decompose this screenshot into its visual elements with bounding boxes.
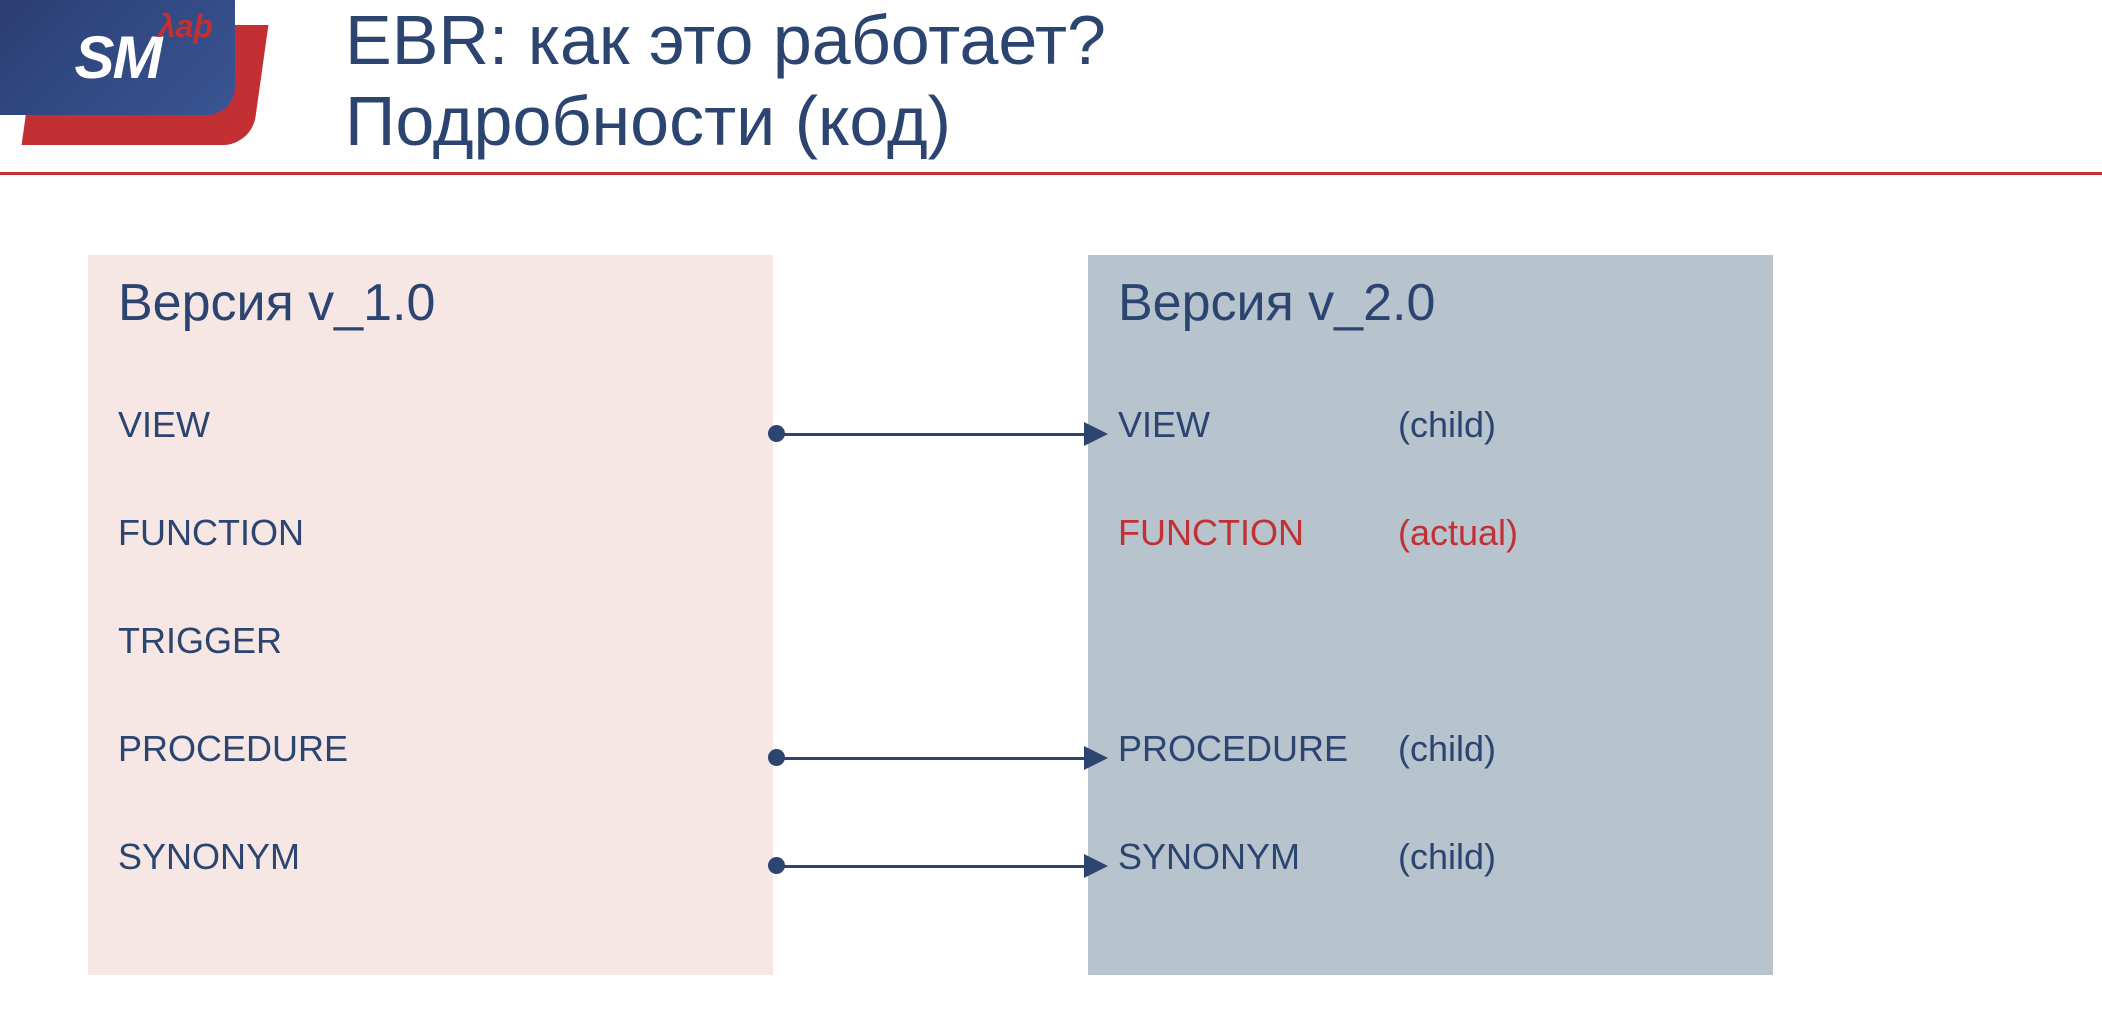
left-item: SYNONYM [118, 803, 743, 911]
arrow [768, 432, 1108, 436]
version-box-left: Версия v_1.0 VIEW FUNCTION TRIGGER PROCEDUR… [88, 255, 773, 975]
title-line-1: EBR: как это работает? [345, 0, 1106, 81]
right-item-name: PROCEDURE [1118, 728, 1398, 770]
logo-superscript: λaþ [158, 8, 213, 45]
right-item-name: VIEW [1118, 404, 1398, 446]
right-item: FUNCTION(actual) [1118, 479, 1743, 587]
left-item-name: VIEW [118, 404, 398, 446]
right-item [1118, 587, 1743, 695]
arrow [768, 756, 1108, 760]
arrow-line [784, 433, 1086, 436]
logo-text: SM [75, 23, 161, 92]
title-line-2: Подробности (код) [345, 81, 1106, 162]
right-item-name: SYNONYM [1118, 836, 1398, 878]
box-right-title: Версия v_2.0 [1118, 273, 1743, 333]
left-item-name: FUNCTION [118, 512, 398, 554]
left-item: FUNCTION [118, 479, 743, 587]
right-item-annot: (child) [1398, 836, 1578, 878]
diagram: Версия v_1.0 VIEW FUNCTION TRIGGER PROCEDUR… [88, 255, 1808, 975]
header-rule [0, 172, 2102, 175]
arrows-layer [768, 255, 1108, 975]
arrow-line [784, 757, 1086, 760]
left-item: TRIGGER [118, 587, 743, 695]
arrow-head-icon [1084, 422, 1108, 446]
left-item-name: PROCEDURE [118, 728, 398, 770]
version-box-right: Версия v_2.0 VIEW(child)FUNCTION(actual)… [1088, 255, 1773, 975]
right-item: PROCEDURE(child) [1118, 695, 1743, 803]
right-item-annot: (actual) [1398, 512, 1578, 554]
left-item: VIEW [118, 371, 743, 479]
arrow-line [784, 865, 1086, 868]
arrow-dot-icon [768, 749, 785, 766]
arrow-dot-icon [768, 857, 785, 874]
left-item: PROCEDURE [118, 695, 743, 803]
arrow-head-icon [1084, 854, 1108, 878]
left-item-name: SYNONYM [118, 836, 398, 878]
box-left-title: Версия v_1.0 [118, 273, 743, 333]
arrow-dot-icon [768, 425, 785, 442]
right-item: SYNONYM(child) [1118, 803, 1743, 911]
slide-title: EBR: как это работает? Подробности (код) [345, 0, 1106, 161]
logo: SM λaþ [0, 0, 280, 160]
right-item: VIEW(child) [1118, 371, 1743, 479]
logo-bg-blue: SM λaþ [0, 0, 235, 115]
right-item-name: FUNCTION [1118, 512, 1398, 554]
left-item-name: TRIGGER [118, 620, 398, 662]
arrow-head-icon [1084, 746, 1108, 770]
arrow [768, 864, 1108, 868]
right-item-annot: (child) [1398, 728, 1578, 770]
right-item-annot: (child) [1398, 404, 1578, 446]
header: SM λaþ EBR: как это работает? Подробност… [0, 0, 2102, 175]
